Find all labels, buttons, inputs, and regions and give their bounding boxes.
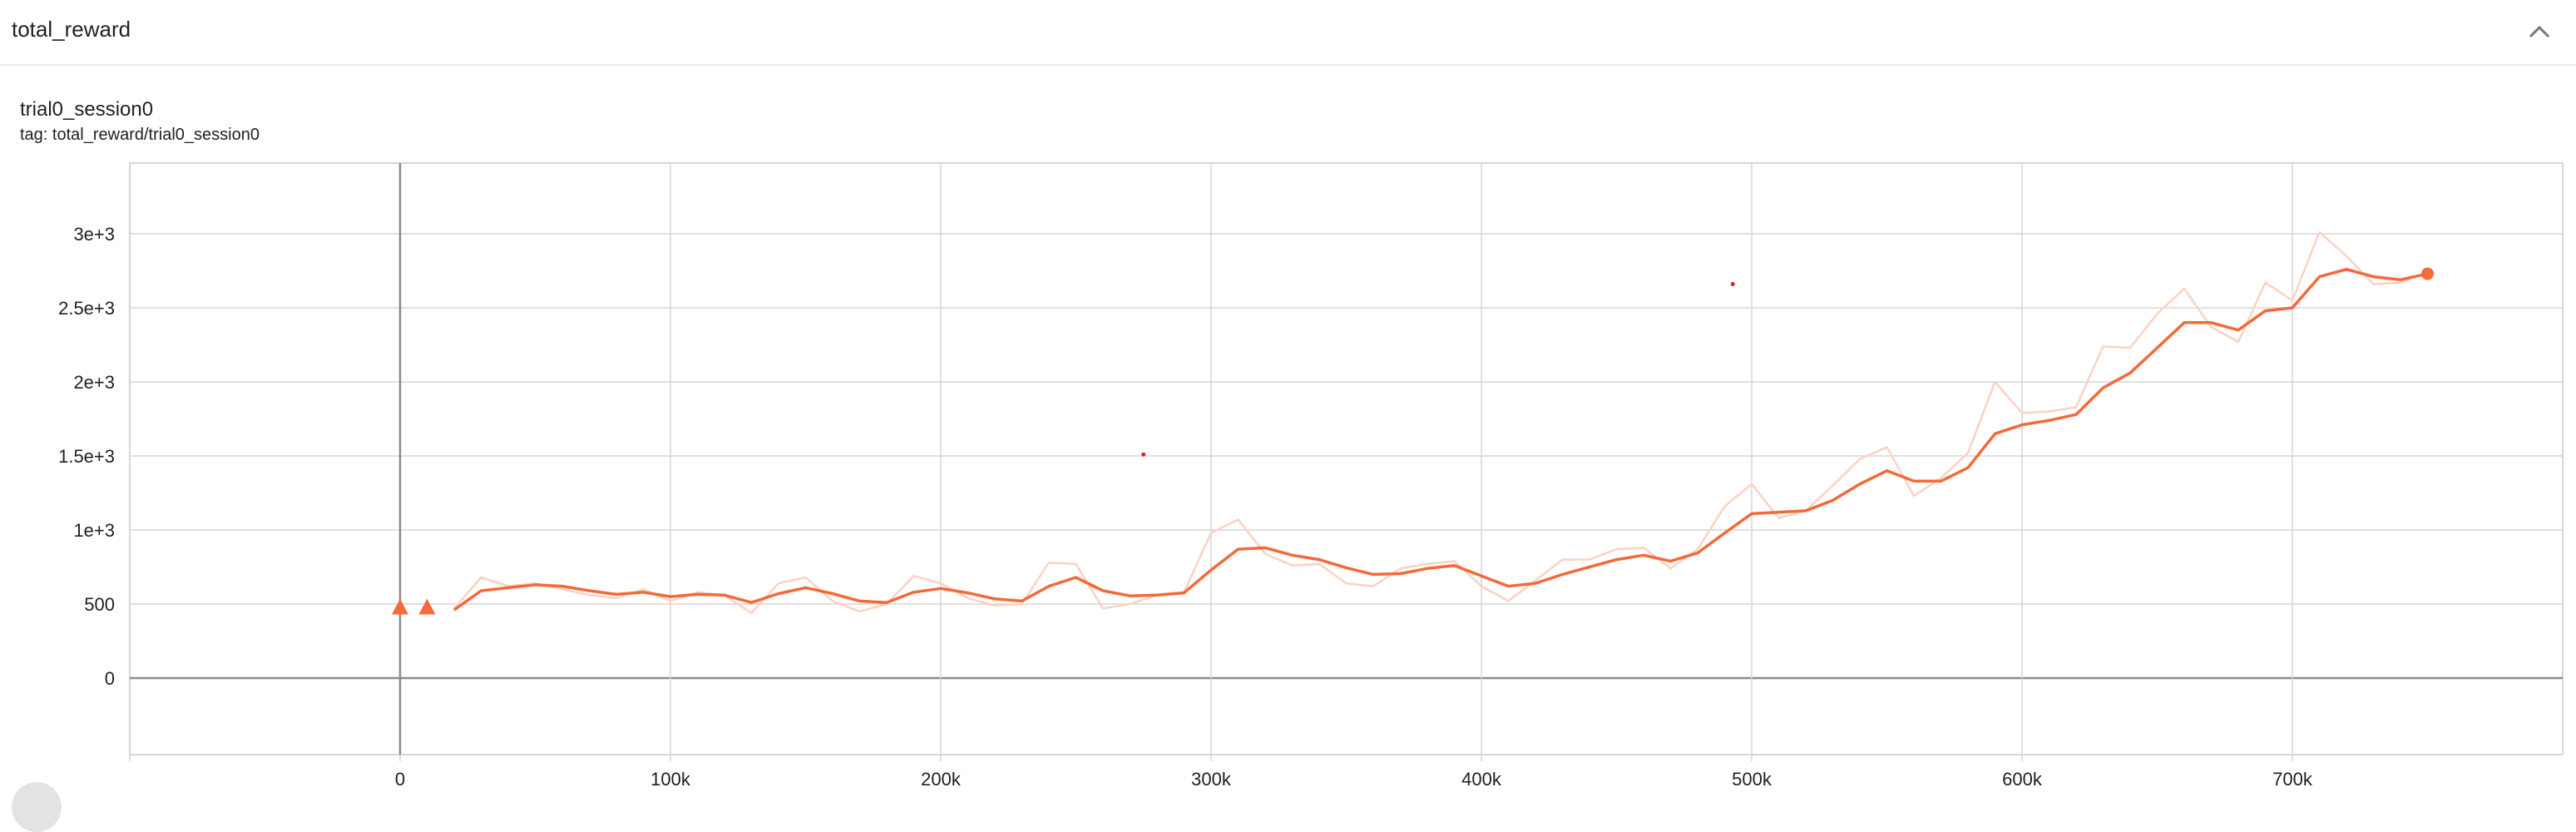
card-title: total_reward	[12, 17, 131, 42]
card-header: total_reward	[0, 0, 2576, 66]
line-chart[interactable]: 0 500 1e+3 1.5e+3 2e+3 2.5e+3 3e+3 0 100k 200k 300…	[0, 0, 2576, 795]
plot-frame	[129, 162, 2564, 755]
x-tick-label: 0	[395, 769, 405, 790]
x-tick-label: 300k	[1191, 769, 1232, 790]
collapse-button[interactable]	[2521, 15, 2558, 48]
chevron-up-icon	[2529, 25, 2550, 38]
outlier-point	[1141, 452, 1146, 457]
outlier-point	[1730, 282, 1735, 287]
x-tick-label: 500k	[1732, 769, 1773, 790]
x-tick-label: 100k	[650, 769, 691, 790]
x-tick-label: 400k	[1461, 769, 1502, 790]
y-tick-label: 1e+3	[73, 520, 115, 541]
run-name: trial0_session0	[20, 98, 154, 121]
tag-line: tag: total_reward/trial0_session0	[20, 126, 260, 145]
y-tick-label: 0	[105, 668, 115, 689]
y-tick-label: 2.5e+3	[58, 298, 115, 319]
start-marker-triangle	[418, 598, 436, 615]
y-tick-label: 500	[84, 594, 115, 615]
smoothed-series-line	[452, 267, 2428, 612]
x-tick-label: 600k	[2002, 769, 2043, 790]
tag-prefix: tag:	[20, 126, 48, 144]
tag-value: total_reward/trial0_session0	[52, 126, 260, 144]
end-marker-circle	[2421, 267, 2434, 280]
start-marker-triangle	[392, 598, 408, 615]
y-tick-label: 1.5e+3	[58, 446, 115, 467]
y-tick-label: 3e+3	[73, 224, 115, 245]
x-tick-label: 200k	[921, 769, 962, 790]
loading-indicator	[12, 782, 62, 832]
x-tick-label: 700k	[2272, 769, 2313, 790]
y-tick-label: 2e+3	[73, 372, 115, 393]
raw-series-line	[453, 230, 2428, 614]
